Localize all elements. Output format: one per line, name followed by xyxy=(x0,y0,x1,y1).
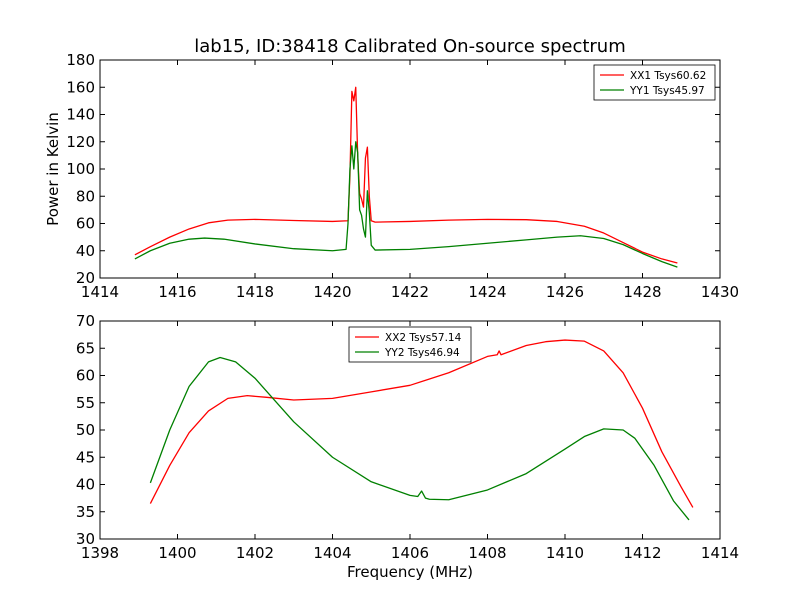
x-tick-label: 1398 xyxy=(81,544,119,562)
x-tick-label: 1418 xyxy=(236,283,274,301)
legend-box xyxy=(348,326,472,363)
y-tick-label: 140 xyxy=(66,106,95,124)
x-tick-label: 1406 xyxy=(391,544,429,562)
y-tick-label: 120 xyxy=(66,133,95,151)
y-tick-label: 160 xyxy=(66,78,95,96)
y-tick-label: 80 xyxy=(76,187,95,205)
legend-label: XX2 Tsys57.14 xyxy=(385,332,462,344)
x-tick-label: 1428 xyxy=(623,283,661,301)
x-tick-label: 1408 xyxy=(468,544,506,562)
y-tick-label: 55 xyxy=(76,394,95,412)
x-tick-label: 1404 xyxy=(313,544,351,562)
x-tick-label: 1414 xyxy=(81,283,119,301)
x-tick-label: 1400 xyxy=(158,544,196,562)
x-tick-label: 1402 xyxy=(236,544,274,562)
x-tick-label: 1424 xyxy=(468,283,506,301)
x-tick-label: 1422 xyxy=(391,283,429,301)
y-tick-label: 100 xyxy=(66,160,95,178)
y-tick-label: 35 xyxy=(76,503,95,521)
y-tick-label: 50 xyxy=(76,421,95,439)
series-line-xx1 xyxy=(134,86,678,264)
y-tick-label: 20 xyxy=(76,269,95,287)
x-tick-label: 1414 xyxy=(701,544,739,562)
y-tick-label: 30 xyxy=(76,530,95,548)
legend-box xyxy=(593,64,716,101)
x-tick-label: 1412 xyxy=(623,544,661,562)
y-tick-label: 60 xyxy=(76,215,95,233)
top-plot-panel: 1414 1416 1418 1420 1422 1424 1426 1428 1430 20 40… xyxy=(44,36,739,301)
y-tick-label: 65 xyxy=(76,339,95,357)
x-tick-label: 1410 xyxy=(546,544,584,562)
x-tick-label: 1416 xyxy=(158,283,196,301)
legend-label: YY1 Tsys45.97 xyxy=(629,85,705,97)
legend: XX1 Tsys60.62 YY1 Tsys45.97 xyxy=(593,64,716,101)
x-tick-label: 1426 xyxy=(546,283,584,301)
series-line-yy1 xyxy=(134,141,678,268)
x-tick-label: 1420 xyxy=(313,283,351,301)
y-tick-label: 40 xyxy=(76,476,95,494)
y-tick-label: 45 xyxy=(76,448,95,466)
legend-label: YY2 Tsys46.94 xyxy=(384,347,460,359)
x-tick-label: 1430 xyxy=(701,283,739,301)
x-axis-label: Frequency (MHz) xyxy=(347,563,473,581)
legend: XX2 Tsys57.14 YY2 Tsys46.94 xyxy=(348,326,472,363)
y-tick-label: 60 xyxy=(76,367,95,385)
series-line-yy2 xyxy=(149,356,690,521)
y-axis-label: Power in Kelvin xyxy=(44,112,62,226)
chart-title: lab15, ID:38418 Calibrated On-source spe… xyxy=(194,36,626,57)
y-tick-label: 70 xyxy=(76,312,95,330)
bottom-plot-panel: 1398 1400 1402 1404 1406 1408 1410 1412 1414 30 35… xyxy=(76,312,739,581)
y-tick-label: 40 xyxy=(76,242,95,260)
series-line-xx2 xyxy=(149,339,694,508)
y-tick-label: 180 xyxy=(66,51,95,69)
legend-label: XX1 Tsys60.62 xyxy=(630,70,706,82)
